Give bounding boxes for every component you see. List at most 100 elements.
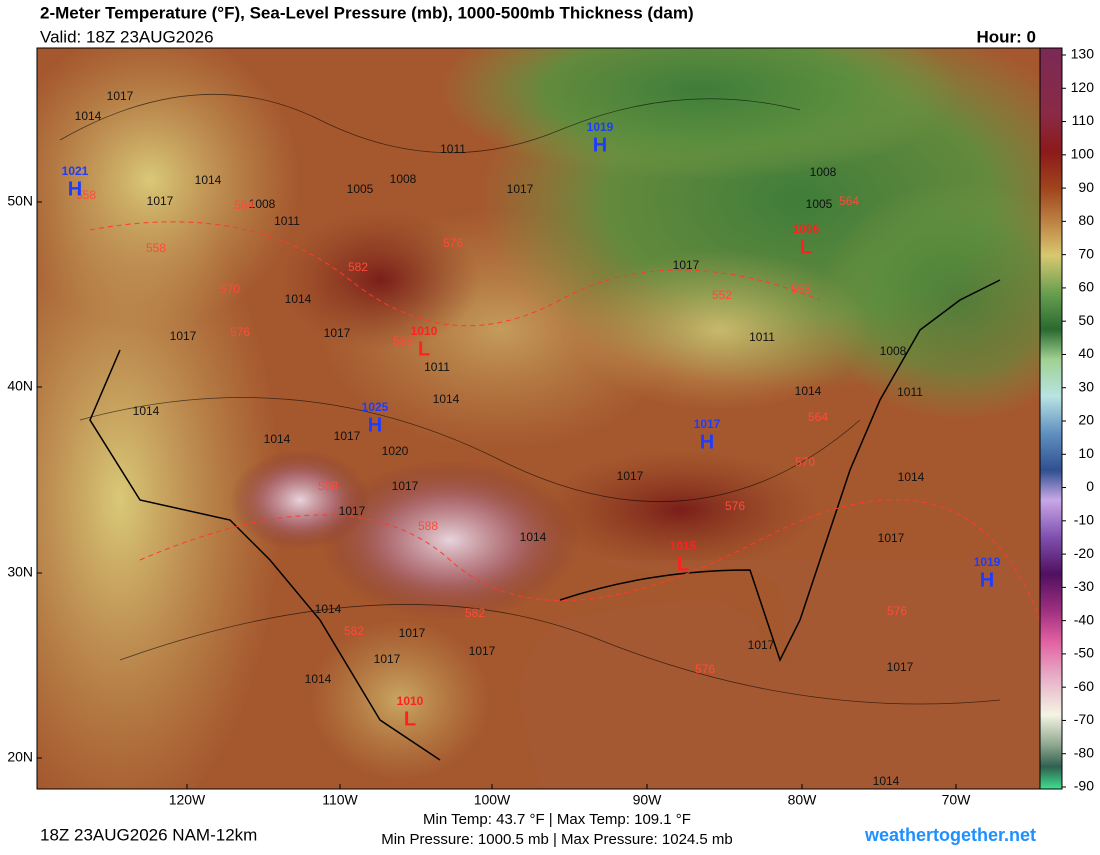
pressure-center-value: 1019 <box>974 555 1001 569</box>
lon-label: 110W <box>322 792 358 808</box>
isobar-label: 1011 <box>424 360 450 374</box>
colorbar-label: 110 <box>1072 112 1095 128</box>
isobar-label: 1017 <box>399 626 426 640</box>
thickness-label: 558 <box>146 241 166 255</box>
isobar-label: 1014 <box>520 530 547 544</box>
thickness-label: 570 <box>795 455 815 469</box>
lat-label: 20N <box>7 749 33 765</box>
lon-label: 80W <box>788 792 818 808</box>
pressure-center-value: 1025 <box>362 400 389 414</box>
lon-label: 100W <box>474 792 511 808</box>
colorbar-label: 0 <box>1086 478 1094 494</box>
thickness-label: 564 <box>808 410 828 424</box>
pressure-center-value: 1010 <box>411 324 438 338</box>
pressure-stats: Min Pressure: 1000.5 mb | Max Pressure: … <box>381 831 733 848</box>
thickness-label: 582 <box>344 624 364 638</box>
forecast-hour: Hour: 0 <box>977 27 1037 46</box>
isobar-label: 1011 <box>274 214 300 228</box>
pressure-center-value: 1017 <box>694 417 721 431</box>
isobar-label: 1017 <box>887 660 914 674</box>
colorbar-label: 20 <box>1078 412 1094 428</box>
isobar-label: 1011 <box>440 142 466 156</box>
isobar-label: 1017 <box>878 531 905 545</box>
site-name: weathertogether.net <box>864 825 1036 845</box>
colorbar-label: -40 <box>1074 611 1094 627</box>
isobar-label: 1017 <box>107 89 134 103</box>
map-field <box>37 48 1040 789</box>
isobar-label: 1014 <box>898 470 925 484</box>
lat-label: 30N <box>7 564 33 580</box>
isobar-label: 1017 <box>392 479 419 493</box>
pressure-center-symbol: H <box>368 414 382 436</box>
isobar-label: 1014 <box>133 404 160 418</box>
colorbar-label: -70 <box>1074 711 1094 727</box>
isobar-label: 1017 <box>673 258 700 272</box>
thickness-label: 582 <box>348 260 368 274</box>
colorbar-label: -50 <box>1074 645 1094 661</box>
colorbar-label: -80 <box>1074 744 1094 760</box>
colorbar-label: 70 <box>1078 245 1094 261</box>
isobar-label: 1014 <box>264 432 291 446</box>
isobar-label: 1005 <box>347 182 374 196</box>
colorbar-label: 10 <box>1078 445 1094 461</box>
pressure-center-value: 1019 <box>587 120 614 134</box>
pressure-center-symbol: L <box>677 553 689 575</box>
pressure-center-symbol: L <box>404 708 416 730</box>
thickness-label: 570 <box>220 282 240 296</box>
colorbar-label: -60 <box>1074 678 1094 694</box>
thickness-label: 576 <box>695 662 715 676</box>
pressure-center-value: 1006 <box>793 222 820 236</box>
isobar-label: 1017 <box>170 329 197 343</box>
isobar-label: 1014 <box>873 774 900 788</box>
isobar-label: 1014 <box>795 384 822 398</box>
temp-stats: Min Temp: 43.7 °F | Max Temp: 109.1 °F <box>423 811 691 828</box>
lon-label: 90W <box>633 792 663 808</box>
thickness-label: 576 <box>230 325 250 339</box>
colorbar-label: -90 <box>1074 778 1094 794</box>
isobar-label: 1020 <box>382 444 409 458</box>
colorbar-label: -10 <box>1074 512 1094 528</box>
thickness-label: 588 <box>418 519 438 533</box>
colorbar-label: 50 <box>1078 312 1094 328</box>
model-run: 18Z 23AUG2026 NAM-12km <box>40 825 257 844</box>
isobar-label: 1008 <box>810 165 837 179</box>
lon-label: 70W <box>942 792 972 808</box>
lon-label: 120W <box>169 792 206 808</box>
thickness-label: 576 <box>725 499 745 513</box>
pressure-center-symbol: L <box>418 338 430 360</box>
colorbar <box>1039 47 1063 790</box>
isobar-label: 1017 <box>748 638 775 652</box>
pressure-center-symbol: H <box>68 178 82 200</box>
colorbar-label: -30 <box>1074 578 1094 594</box>
isobar-label: 1008 <box>249 197 276 211</box>
thickness-label: 552 <box>712 288 732 302</box>
pressure-center-value: 1021 <box>62 164 89 178</box>
isobar-label: 1017 <box>469 644 496 658</box>
thickness-label: 564 <box>839 194 859 208</box>
lat-label: 40N <box>7 378 33 394</box>
pressure-center-value: 1015 <box>670 539 697 553</box>
valid-time: Valid: 18Z 23AUG2026 <box>40 27 214 46</box>
isobar-label: 1005 <box>806 197 833 211</box>
colorbar-label: -20 <box>1074 545 1094 561</box>
thickness-label: 588 <box>318 479 338 493</box>
isobar-label: 1008 <box>880 344 907 358</box>
thickness-label: 576 <box>887 604 907 618</box>
isobar-label: 1008 <box>390 172 417 186</box>
isobar-label: 1014 <box>305 672 332 686</box>
thickness-label: 558 <box>76 188 96 202</box>
isobar-label: 1017 <box>507 182 534 196</box>
colorbar-label: 90 <box>1078 179 1094 195</box>
isobar-label: 1014 <box>315 602 342 616</box>
thickness-label: 558 <box>791 282 811 296</box>
colorbar-label: 40 <box>1078 345 1094 361</box>
pressure-center-symbol: H <box>700 431 714 453</box>
isobar-label: 1014 <box>75 109 102 123</box>
isobar-label: 1011 <box>897 385 923 399</box>
isobar-label: 1017 <box>324 326 351 340</box>
colorbar-label: 120 <box>1071 79 1095 95</box>
isobar-label: 1014 <box>195 173 222 187</box>
colorbar-label: 130 <box>1071 46 1095 62</box>
isobar-label: 1017 <box>147 194 174 208</box>
colorbar-label: 60 <box>1078 279 1094 295</box>
